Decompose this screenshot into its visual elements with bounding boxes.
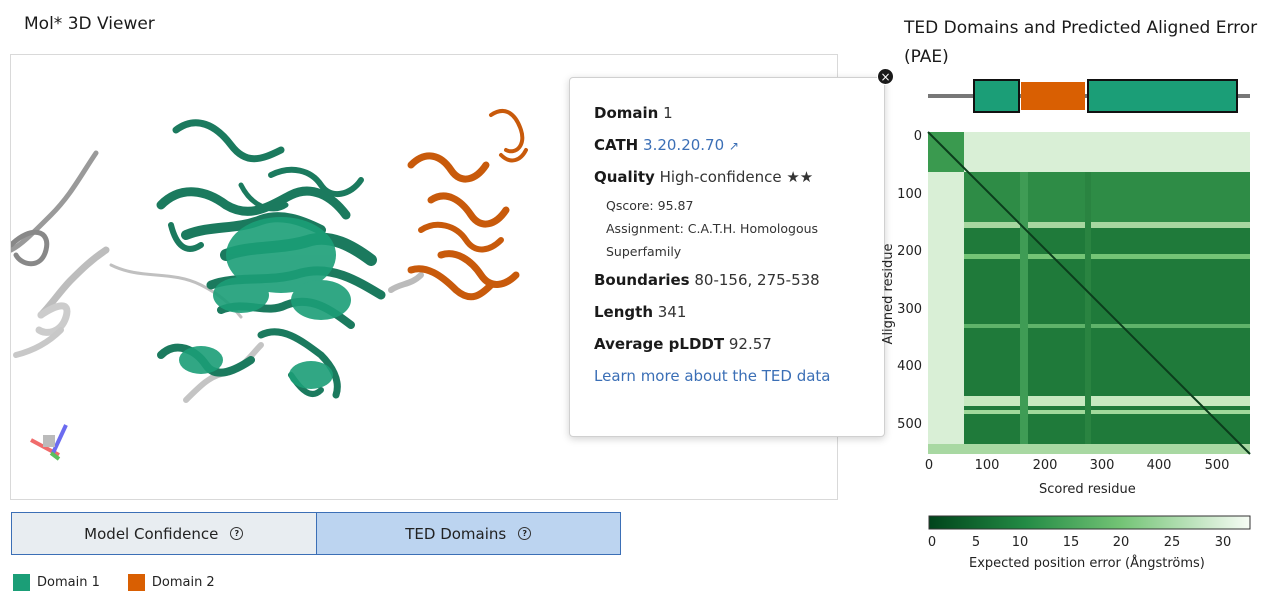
close-icon[interactable]: × — [877, 68, 894, 85]
tab-ted-domains[interactable]: TED Domains ? — [316, 512, 621, 555]
colorbar-tick: 5 — [972, 535, 980, 550]
learn-more-link[interactable]: Learn more about the TED data — [594, 367, 831, 385]
y-tick: 300 — [897, 302, 922, 317]
qscore-text: Qscore: 95.87 — [606, 198, 694, 213]
legend-item-domain-2: Domain 2 — [127, 574, 215, 591]
x-tick: 400 — [1147, 458, 1172, 473]
help-icon[interactable]: ? — [230, 527, 244, 540]
length-value: 341 — [657, 303, 687, 321]
domain-info-popup: Domain 1 CATH 3.20.20.70 ↗ Quality High-… — [569, 77, 885, 437]
domain-label: Domain — [594, 104, 659, 122]
x-tick: 500 — [1205, 458, 1230, 473]
tab-model-confidence[interactable]: Model Confidence ? — [11, 512, 317, 555]
domain-legend: Domain 1 Domain 2 — [13, 574, 215, 591]
legend-label: Domain 1 — [37, 575, 100, 590]
domain-value: 1 — [663, 104, 673, 122]
colorbar-tick: 10 — [1012, 535, 1029, 550]
x-axis-label: Scored residue — [1039, 482, 1136, 497]
assignment-text: Assignment: C.A.T.H. Homologous — [606, 221, 819, 236]
colorbar-tick: 25 — [1164, 535, 1181, 550]
cath-label: CATH — [594, 136, 639, 154]
boundaries-value: 80-156, 275-538 — [694, 271, 820, 289]
cath-link[interactable]: 3.20.20.70 — [643, 136, 725, 154]
length-label: Length — [594, 303, 653, 321]
plddt-label: Average pLDDT — [594, 335, 725, 353]
colorbar-tick: 30 — [1215, 535, 1232, 550]
legend-label: Domain 2 — [151, 575, 215, 590]
domain-1-block[interactable] — [1087, 79, 1238, 113]
x-tick: 300 — [1090, 458, 1115, 473]
axes-triad-icon — [30, 424, 68, 461]
colorbar-tick: 0 — [928, 535, 936, 550]
boundaries-label: Boundaries — [594, 271, 690, 289]
tab-label: TED Domains — [405, 524, 507, 543]
colorbar — [928, 515, 1251, 530]
legend-swatch — [127, 574, 145, 591]
pae-heatmap — [927, 131, 1251, 455]
legend-swatch — [13, 574, 30, 591]
help-icon[interactable]: ? — [518, 527, 532, 540]
domain-1-block[interactable] — [973, 79, 1020, 113]
colorbar-tick: 15 — [1063, 535, 1080, 550]
color-mode-tabs: Model Confidence ? TED Domains ? — [11, 512, 621, 555]
pae-title: TED Domains and Predicted Aligned Error … — [904, 18, 1258, 67]
plddt-value: 92.57 — [728, 335, 772, 353]
x-tick: 200 — [1033, 458, 1058, 473]
quality-value: High-confidence ★★ — [659, 168, 814, 186]
x-tick: 0 — [925, 458, 933, 473]
pae-plot[interactable]: 0 100 200 300 400 500 0 100 200 300 400 … — [870, 74, 1274, 554]
y-tick: 500 — [897, 417, 922, 432]
domain-2-block[interactable] — [1021, 82, 1085, 110]
y-axis-label: Aligned residue — [881, 244, 896, 345]
x-tick: 100 — [975, 458, 1000, 473]
viewer-title: Mol* 3D Viewer — [24, 14, 155, 34]
external-link-icon[interactable]: ↗ — [728, 139, 739, 153]
colorbar-tick: 20 — [1113, 535, 1130, 550]
colorbar-label: Expected position error (Ångströms) — [969, 556, 1205, 571]
y-tick: 100 — [897, 187, 922, 202]
y-tick: 200 — [897, 244, 922, 259]
quality-label: Quality — [594, 168, 655, 186]
protein-structure-render[interactable] — [11, 55, 837, 499]
y-tick: 400 — [897, 359, 922, 374]
legend-item-domain-1: Domain 1 — [13, 574, 100, 591]
tab-label: Model Confidence — [84, 524, 219, 543]
assignment-text-cont: Superfamily — [606, 244, 682, 259]
y-tick: 0 — [914, 129, 922, 144]
